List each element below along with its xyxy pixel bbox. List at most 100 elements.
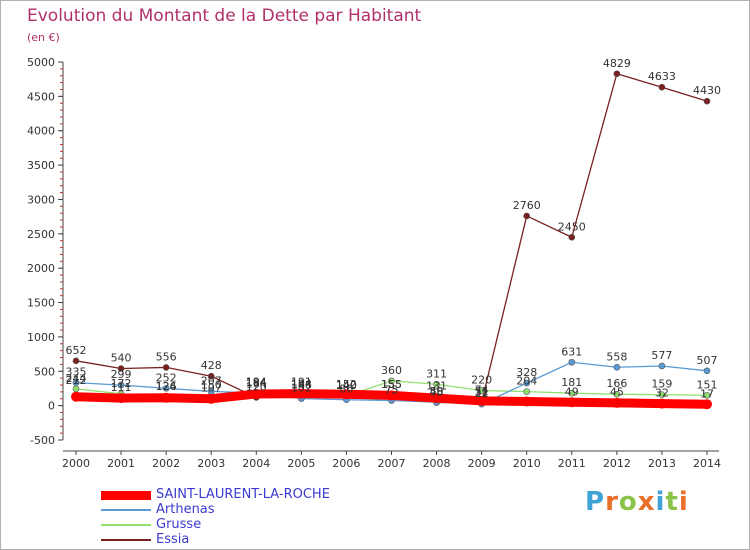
legend-swatch (101, 490, 151, 500)
y-tick-label: 3500 (27, 159, 55, 172)
data-point (658, 83, 666, 91)
data-point (703, 391, 711, 399)
brand-letter: t (665, 487, 679, 517)
data-label: 164 (246, 377, 267, 390)
x-tick-label: 2011 (558, 457, 586, 470)
data-point (71, 391, 81, 402)
data-label: 207 (201, 374, 222, 387)
data-point (116, 393, 127, 404)
data-label: 220 (471, 374, 492, 387)
data-label: 540 (111, 352, 132, 365)
y-tick-label: -500 (30, 434, 55, 447)
data-label: 17 (700, 387, 714, 400)
data-label: 181 (561, 376, 582, 389)
data-label: 577 (651, 349, 672, 362)
data-label: 140 (336, 379, 357, 392)
data-label: 328 (516, 366, 537, 379)
x-tick-label: 2013 (648, 457, 676, 470)
data-label: 556 (156, 350, 177, 363)
data-label: 32 (655, 386, 669, 399)
data-label: 4829 (603, 57, 631, 70)
data-label: 107 (201, 381, 222, 394)
y-tick-label: 500 (34, 365, 55, 378)
legend-label: SAINT-LAURENT-LA-ROCHE (156, 487, 330, 502)
data-label: 45 (610, 386, 624, 399)
x-tick-label: 2003 (197, 457, 225, 470)
data-label: 74 (475, 384, 489, 397)
data-label: 155 (381, 378, 402, 391)
data-point (72, 357, 80, 365)
brand-logo: Proxiti (585, 487, 689, 517)
data-label: 428 (201, 359, 222, 372)
data-label: 111 (111, 381, 132, 394)
data-point (703, 367, 711, 375)
data-point (613, 390, 621, 398)
y-tick-label: 4500 (27, 90, 55, 103)
data-point (162, 385, 170, 392)
y-tick-label: 3000 (27, 193, 55, 206)
data-point (521, 396, 532, 407)
data-label: 102 (291, 382, 312, 395)
data-label: 299 (111, 368, 132, 381)
data-point (568, 358, 576, 366)
data-label: 558 (606, 350, 627, 363)
legend-label: Arthenas (156, 502, 215, 517)
data-label: 252 (156, 371, 177, 384)
x-tick-label: 2012 (603, 457, 631, 470)
data-point (566, 397, 577, 408)
data-label: 2760 (513, 199, 541, 212)
x-tick-label: 2000 (62, 457, 90, 470)
data-point (702, 399, 712, 410)
data-point (478, 387, 485, 394)
x-tick-label: 2010 (513, 457, 541, 470)
data-point (117, 365, 125, 372)
data-point (207, 372, 215, 380)
chart-subtitle: (en €) (27, 31, 60, 44)
data-label: 151 (697, 378, 718, 391)
data-point (523, 379, 531, 387)
brand-letter: o (618, 487, 638, 517)
data-label: 631 (561, 345, 582, 358)
x-tick-label: 2002 (152, 457, 180, 470)
x-tick-label: 2001 (107, 457, 135, 470)
data-label: 155 (381, 378, 402, 391)
data-label: 31 (475, 387, 489, 400)
data-label: 2450 (558, 220, 586, 233)
data-label: 124 (156, 380, 177, 393)
data-point (613, 363, 621, 371)
data-label: 51 (475, 385, 489, 398)
data-label: 191 (291, 376, 312, 389)
data-point (658, 362, 666, 370)
brand-letter: r (605, 487, 619, 517)
data-point (161, 392, 172, 403)
data-point (251, 388, 262, 399)
data-label: 22 (475, 387, 489, 400)
data-label: 140 (336, 379, 357, 392)
legend-swatch (101, 524, 151, 526)
data-label: 49 (565, 385, 579, 398)
data-point (341, 389, 352, 400)
data-label: 204 (516, 375, 537, 388)
data-point (568, 389, 576, 397)
data-label: 148 (291, 378, 312, 391)
data-label: 4633 (648, 70, 676, 83)
x-tick-label: 2008 (423, 457, 451, 470)
data-label: 159 (651, 378, 672, 391)
y-tick-label: 0 (48, 400, 55, 413)
x-tick-label: 2014 (693, 457, 721, 470)
data-label: 45 (430, 386, 444, 399)
data-point (476, 395, 487, 406)
brand-letter: i (678, 487, 689, 517)
data-point (162, 364, 170, 371)
legend-swatch (101, 539, 151, 541)
data-point (523, 388, 531, 395)
brand-letter: x (637, 487, 656, 517)
data-label: 152 (336, 378, 357, 391)
y-tick-label: 2500 (27, 228, 55, 241)
data-label: 335 (66, 366, 87, 379)
data-label: 50 (430, 385, 444, 398)
y-tick-label: 1000 (27, 331, 55, 344)
data-label: 652 (66, 344, 87, 357)
